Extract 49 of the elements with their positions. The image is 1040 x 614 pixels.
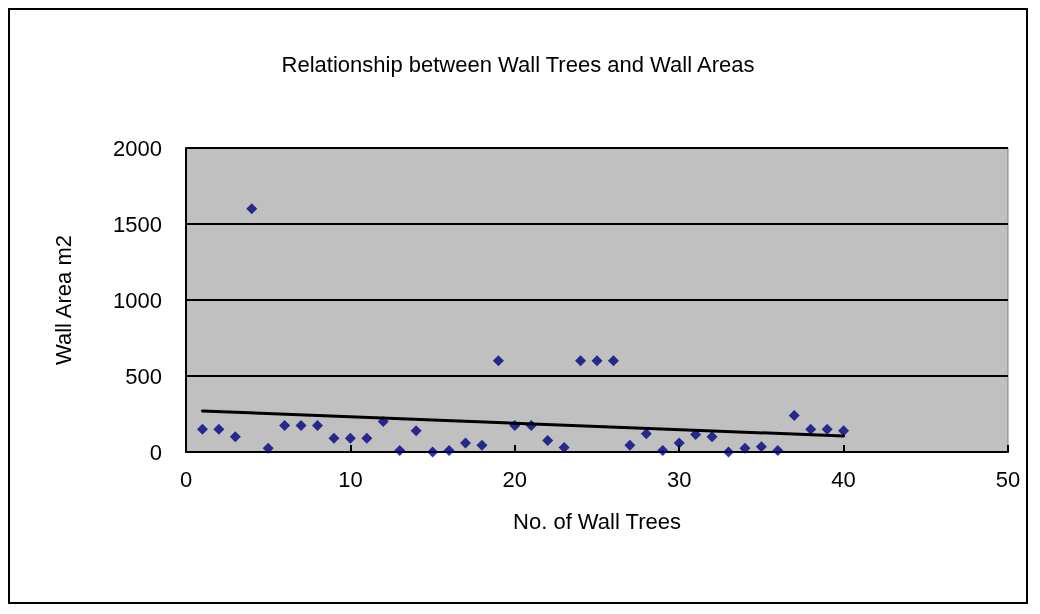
point (394, 444, 406, 456)
point (821, 423, 833, 435)
point (657, 444, 669, 456)
point (246, 203, 258, 215)
point (558, 441, 570, 453)
y-axis-title: Wall Area m2 (50, 234, 76, 366)
point (229, 431, 241, 443)
y-tick-label: 500 (125, 363, 162, 389)
point (427, 446, 439, 458)
point (196, 423, 208, 435)
point (706, 431, 718, 443)
point (295, 419, 307, 431)
point (723, 446, 735, 458)
y-tick-label: 1000 (113, 287, 162, 313)
y-tick-label: 0 (149, 439, 162, 465)
y-tick-label: 2000 (113, 135, 162, 161)
x-tick-label: 30 (666, 466, 692, 492)
point (673, 437, 685, 449)
point (805, 423, 817, 435)
chart-title: Relationship between Wall Trees and Wall Areas (281, 51, 755, 77)
point (344, 432, 356, 444)
point (772, 444, 784, 456)
x-tick-label: 10 (338, 466, 363, 492)
point (361, 432, 373, 444)
point (575, 355, 587, 367)
y-tick-label: 1500 (113, 211, 162, 237)
point (640, 428, 652, 440)
point (328, 432, 340, 444)
x-tick-label: 50 (995, 466, 1021, 492)
point (459, 437, 471, 449)
point (279, 419, 291, 431)
point (542, 435, 554, 447)
x-axis-title: No. of Wall Trees (513, 508, 681, 534)
x-tick-label: 0 (179, 466, 193, 492)
point (262, 442, 274, 454)
point (476, 439, 488, 451)
point (213, 423, 225, 435)
point (312, 419, 324, 431)
point (492, 355, 504, 367)
point (607, 355, 619, 367)
point (788, 410, 800, 422)
x-tick-label: 40 (831, 466, 856, 492)
point (591, 355, 603, 367)
x-tick-label: 20 (502, 466, 528, 492)
point (443, 444, 455, 456)
point (410, 425, 422, 437)
point (624, 439, 636, 451)
point (755, 441, 767, 453)
point (739, 442, 751, 454)
